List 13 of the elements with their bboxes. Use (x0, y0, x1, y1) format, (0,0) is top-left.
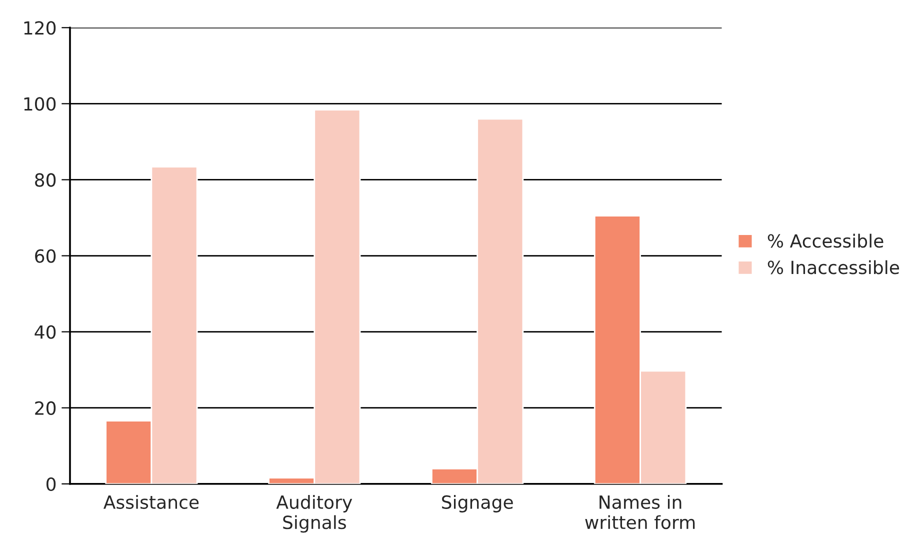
y-tick-label: 40 (34, 325, 56, 339)
x-tick-label: Assistance (104, 494, 199, 509)
x-tick-label: Auditory Signals (276, 494, 352, 533)
y-tick-label: 20 (35, 401, 56, 415)
x-tick-label: Names in written form (585, 494, 695, 530)
legend-label: % Accessible (768, 234, 884, 248)
y-tick-label: 120 (24, 21, 56, 35)
y-tick-label: 100 (24, 97, 56, 111)
x-tick-label: Signage (442, 494, 513, 512)
y-tick-label: 60 (35, 249, 56, 263)
legend-label: % Inaccessible (768, 260, 900, 274)
y-tick-label: 80 (35, 173, 56, 187)
y-tick-label: 0 (46, 477, 56, 491)
